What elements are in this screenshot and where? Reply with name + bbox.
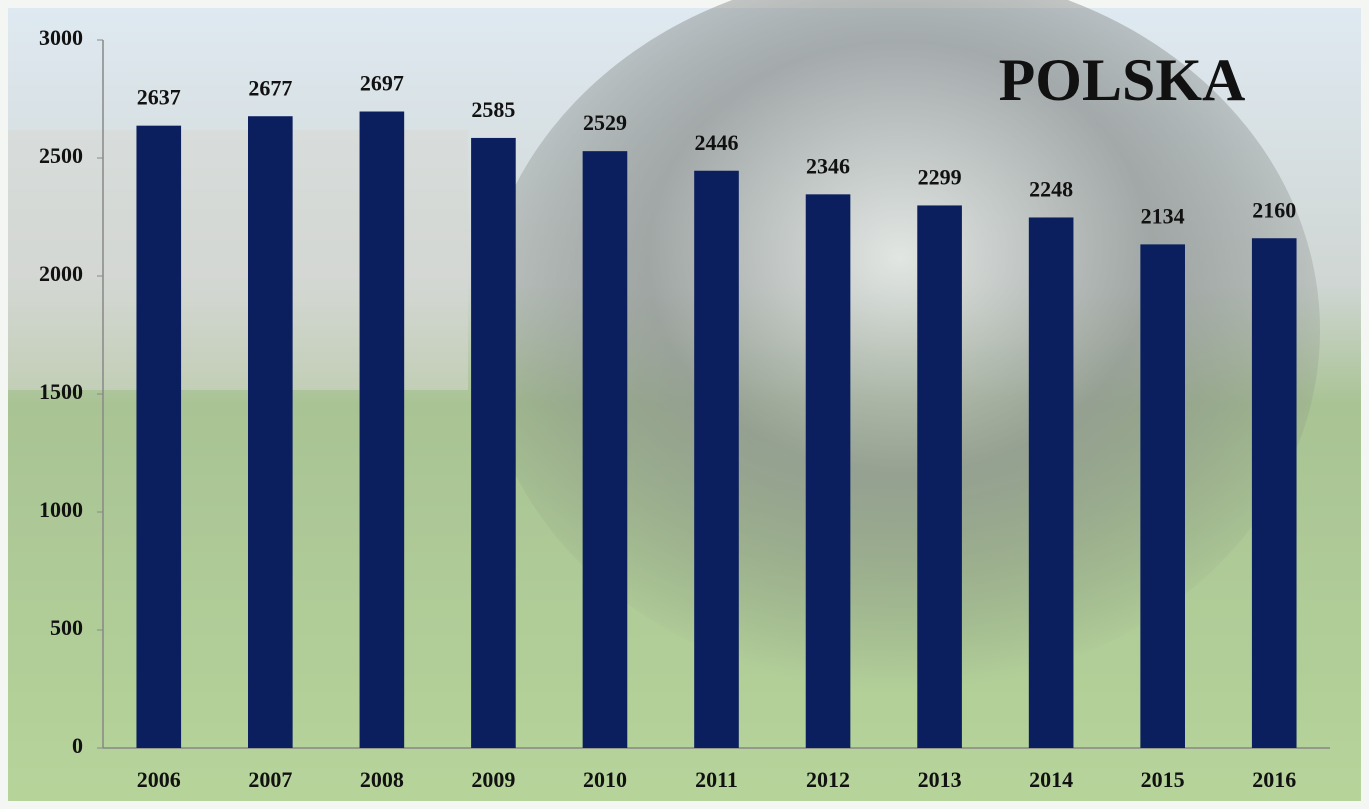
- y-tick-label: 1000: [39, 497, 83, 522]
- x-tick-label: 2012: [806, 767, 850, 792]
- data-label: 2248: [1029, 177, 1073, 202]
- bar: [582, 151, 628, 748]
- bar: [1140, 244, 1185, 748]
- data-label: 2677: [248, 75, 292, 100]
- bar: [359, 111, 405, 749]
- data-label: 2637: [137, 85, 181, 110]
- chart-title: POLSKA: [999, 47, 1246, 113]
- data-label: 2697: [360, 71, 404, 96]
- x-tick-label: 2014: [1029, 767, 1073, 792]
- x-tick-label: 2007: [248, 767, 292, 792]
- bar: [694, 170, 739, 748]
- bar: [917, 205, 962, 748]
- x-tick-label: 2013: [918, 767, 962, 792]
- x-tick-label: 2008: [360, 767, 404, 792]
- data-label: 2446: [695, 130, 739, 155]
- y-tick-label: 500: [50, 615, 83, 640]
- data-label: 2134: [1141, 203, 1185, 228]
- background-shape: [480, 0, 1320, 690]
- y-tick-label: 2500: [39, 143, 83, 168]
- data-label: 2585: [471, 97, 515, 122]
- bar: [136, 125, 182, 749]
- y-tick-label: 0: [72, 733, 83, 758]
- bar: [1251, 238, 1297, 749]
- data-label: 2299: [918, 164, 962, 189]
- bar: [805, 194, 851, 748]
- data-label: 2160: [1252, 197, 1296, 222]
- y-tick-label: 3000: [39, 25, 83, 50]
- bar: [1028, 217, 1074, 749]
- x-tick-label: 2011: [695, 767, 738, 792]
- bar: [248, 116, 293, 748]
- y-tick-label: 2000: [39, 261, 83, 286]
- x-tick-label: 2015: [1141, 767, 1185, 792]
- y-tick-label: 1500: [39, 379, 83, 404]
- data-label: 2529: [583, 110, 627, 135]
- x-tick-label: 2009: [471, 767, 515, 792]
- x-tick-label: 2010: [583, 767, 627, 792]
- x-tick-label: 2016: [1252, 767, 1296, 792]
- data-label: 2346: [806, 153, 850, 178]
- bar: [471, 137, 516, 748]
- x-tick-label: 2006: [137, 767, 181, 792]
